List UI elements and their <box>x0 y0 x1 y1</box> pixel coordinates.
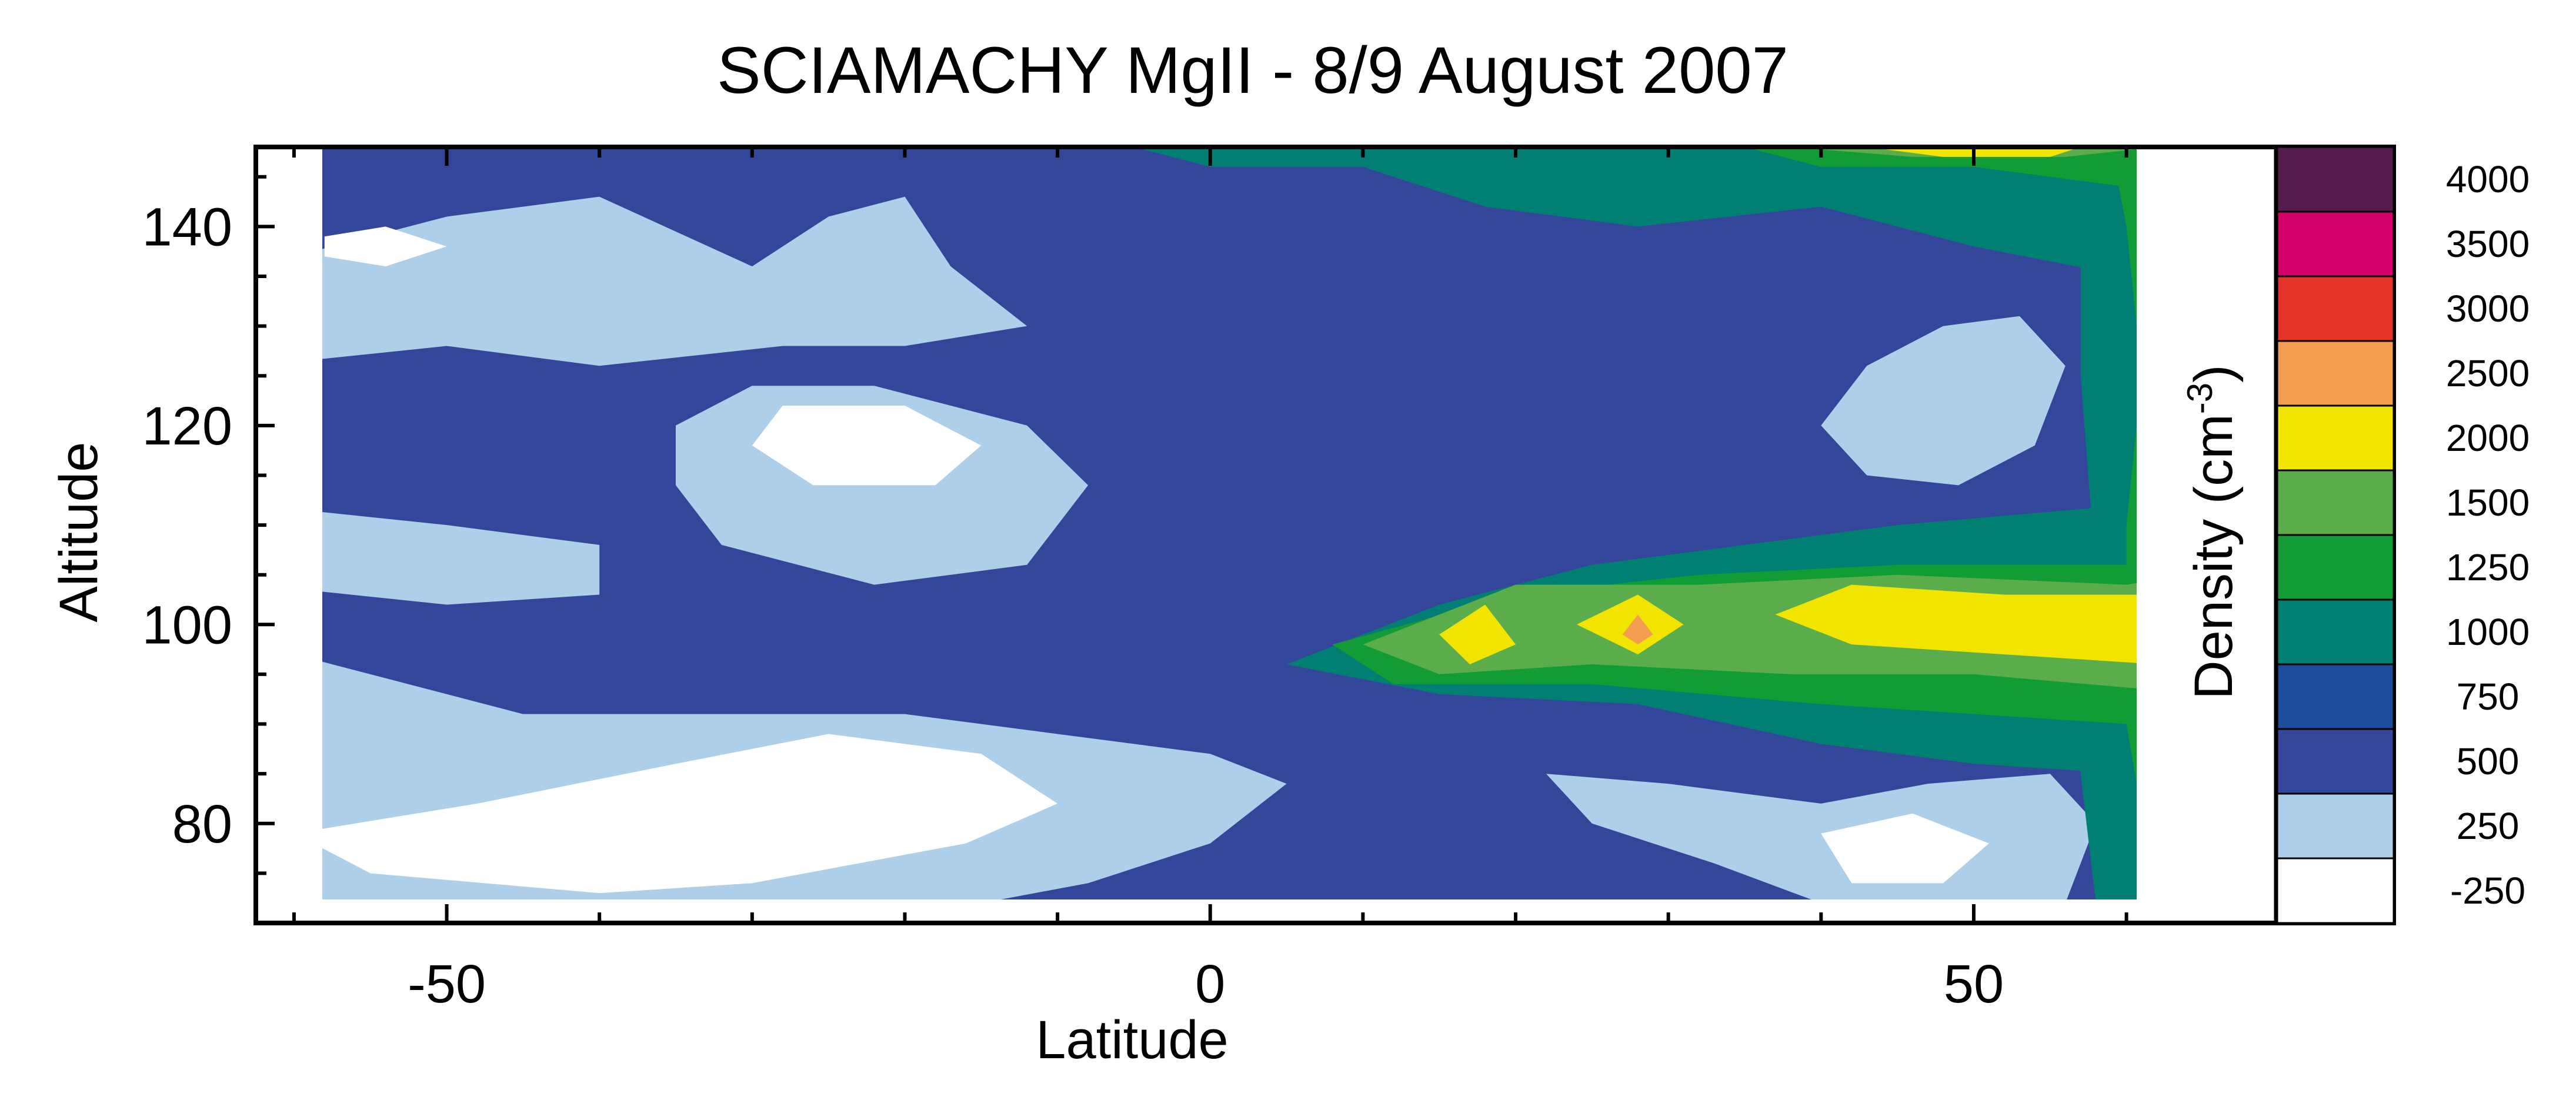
density-region-6 <box>324 226 447 267</box>
colorbar-level-label: 2000 <box>2446 417 2530 459</box>
density-region-7 <box>752 406 982 486</box>
density-region-26 <box>1622 614 1653 645</box>
colorbar-title-close: ) <box>2184 364 2244 383</box>
density-region-8 <box>322 734 1058 894</box>
y-axis-label: Altitude <box>49 442 109 623</box>
colorbar-level-label: 750 <box>2457 675 2520 718</box>
colorbar-title-text: Density (cm <box>2184 414 2244 700</box>
density-region-21 <box>1775 584 2137 663</box>
colorbar-swatch <box>2275 663 2395 730</box>
x-axis-label: Latitude <box>1036 1010 1228 1070</box>
colorbar-level-label: -250 <box>2450 869 2525 912</box>
colorbar-swatch <box>2275 792 2395 859</box>
colorbar-swatch <box>2275 404 2395 471</box>
colorbar-level-label: 2500 <box>2446 352 2530 394</box>
colorbar-swatch <box>2275 275 2395 342</box>
y-axis: 80 100 120 140 <box>142 175 275 925</box>
density-region-9 <box>1821 813 1989 884</box>
colorbar-swatch <box>2275 728 2395 795</box>
y-tick-label: 80 <box>172 794 232 854</box>
plot-area <box>322 147 2137 899</box>
x-axis: -50 0 50 <box>292 147 2281 1014</box>
y-tick-label: 140 <box>142 197 233 257</box>
colorbar-swatch <box>2275 598 2395 665</box>
colorbar-swatch <box>2275 340 2395 407</box>
density-region-2 <box>322 512 600 605</box>
colorbar: 4000 3500 3000 2500 2000 1500 1250 1000 750 500 25… <box>2274 146 2530 924</box>
colorbar-level-label: 3500 <box>2446 223 2530 265</box>
density-region-0 <box>322 196 1027 366</box>
colorbar-level-label: 1250 <box>2446 546 2530 588</box>
colorbar-title-exponent: -3 <box>2180 383 2220 414</box>
x-tick-label: -50 <box>408 954 486 1014</box>
density-region-10 <box>1133 147 2127 276</box>
colorbar-level-label: 3000 <box>2446 287 2530 330</box>
colorbar-level-label: 250 <box>2457 805 2520 847</box>
colorbar-swatch <box>2275 857 2395 924</box>
colorbar-swatch <box>2275 534 2395 601</box>
density-field <box>322 147 2137 899</box>
colorbar-swatch <box>2275 210 2395 277</box>
colorbar-swatch <box>2275 146 2395 213</box>
chart-title: SCIAMACHY MgII - 8/9 August 2007 <box>717 34 1788 107</box>
colorbar-swatch <box>2275 469 2395 536</box>
x-tick-label: 50 <box>1944 954 2004 1014</box>
x-tick-label: 0 <box>1195 954 1225 1014</box>
colorbar-level-label: 1000 <box>2446 611 2530 653</box>
colorbar-title: Density (cm-3) <box>2180 364 2244 700</box>
colorbar-level-label: 4000 <box>2446 158 2530 200</box>
colorbar-level-label: 1500 <box>2446 481 2530 524</box>
density-region-15 <box>1744 147 2137 187</box>
density-region-4 <box>1821 316 2066 486</box>
density-region-23 <box>1576 594 1684 655</box>
y-tick-label: 100 <box>142 595 233 655</box>
colorbar-level-label: 500 <box>2457 740 2520 782</box>
density-region-22 <box>1439 604 1516 664</box>
y-tick-label: 120 <box>142 396 233 456</box>
